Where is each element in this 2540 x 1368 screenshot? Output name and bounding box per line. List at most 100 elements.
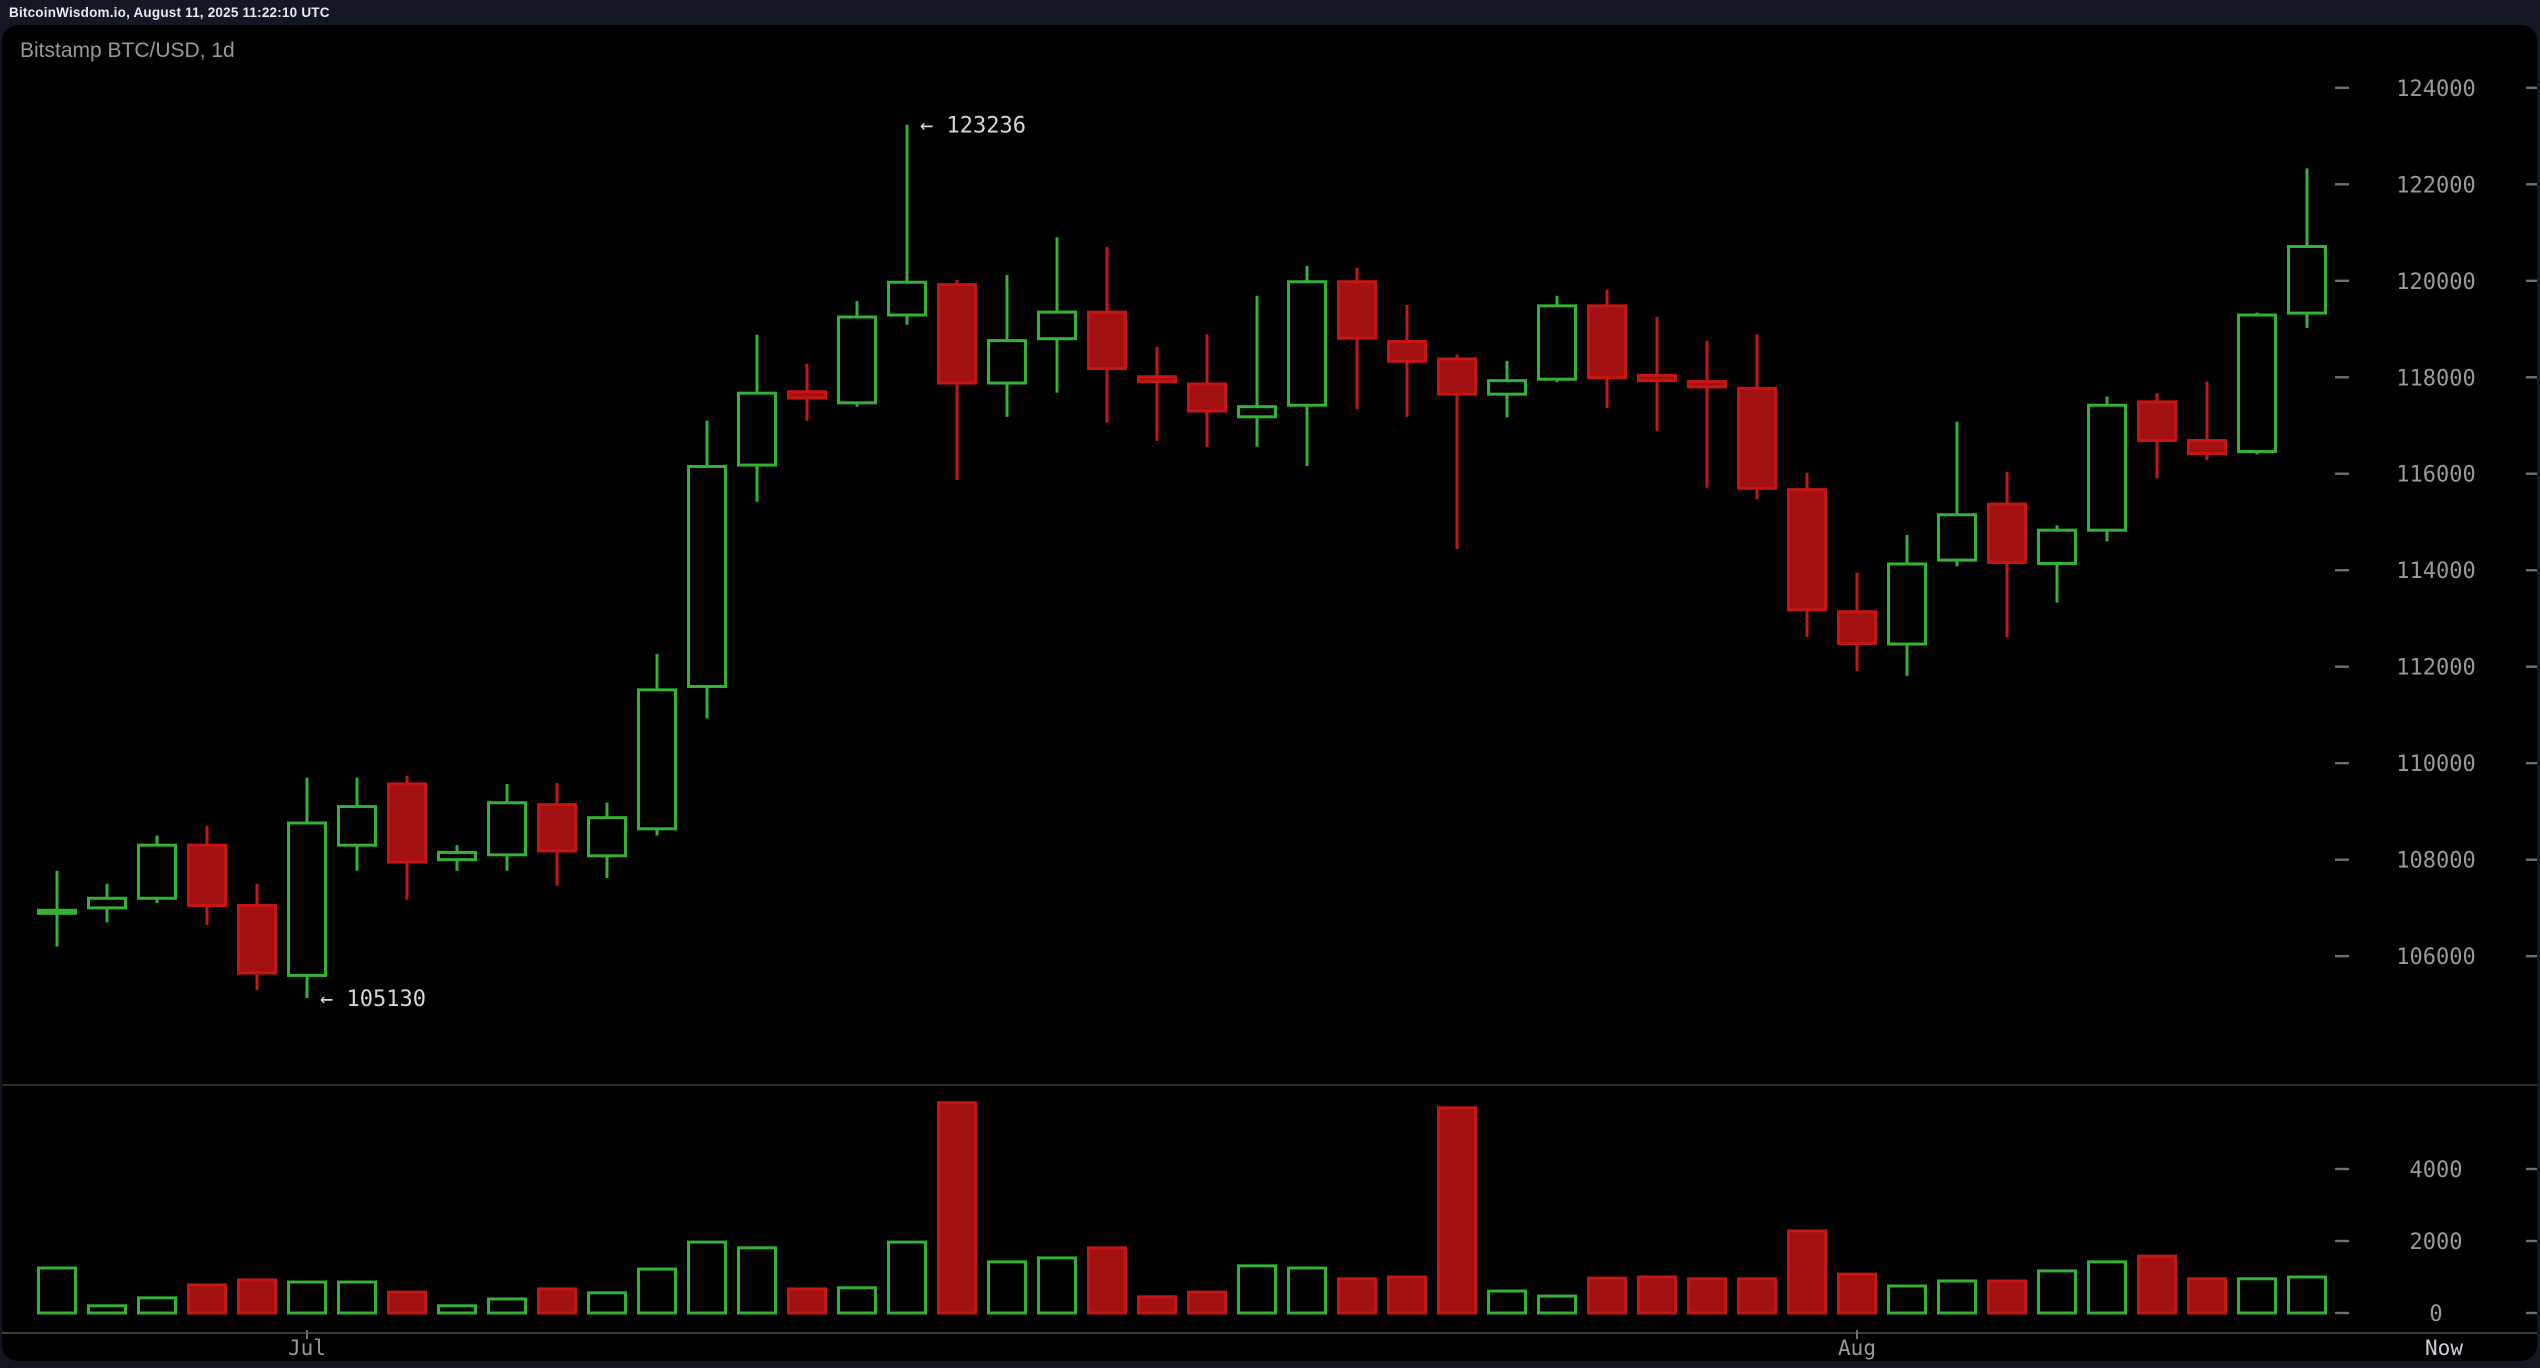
axis-tick (2335, 761, 2349, 765)
volume-bar (1087, 1246, 1127, 1315)
volume-bar (1187, 1290, 1227, 1315)
candle-body (787, 390, 827, 400)
volume-axis-label: 4000 (2410, 1158, 2463, 1183)
volume-bar (1437, 1106, 1477, 1315)
volume-bar (1537, 1294, 1577, 1315)
axis-tick (2335, 86, 2349, 90)
candle-body (187, 843, 227, 907)
price-axis-label: 108000 (2396, 849, 2475, 874)
axis-tick (2335, 183, 2349, 186)
candle-wick (1155, 346, 1159, 441)
candle-body (637, 688, 677, 831)
candle-body (1787, 488, 1827, 612)
candle-body (1487, 379, 1527, 396)
volume-bar (1037, 1256, 1077, 1315)
price-axis-label: 106000 (2396, 945, 2475, 970)
volume-bar (1987, 1279, 2027, 1315)
candle-body (987, 339, 1027, 385)
date-label-aug: Aug (1838, 1336, 1876, 1360)
volume-bar (2237, 1277, 2277, 1315)
volume-bar (1887, 1284, 1927, 1315)
candle-body (1587, 304, 1627, 380)
candle-body (1187, 382, 1227, 413)
volume-bar (137, 1296, 177, 1315)
price-annotation: ← 105130 (320, 987, 426, 1012)
axis-tick (2335, 376, 2349, 379)
candlestick-chart[interactable]: 124000 122000 120000 118000 116000 114000 1120… (2, 25, 2537, 1361)
price-axis-label: 114000 (2396, 559, 2475, 584)
candle-body (1287, 280, 1327, 407)
axis-tick (2526, 86, 2537, 90)
price-axis-label: 112000 (2396, 656, 2475, 681)
volume-bar (2037, 1269, 2077, 1315)
axis-tick (2335, 954, 2349, 958)
axis-tick (2335, 569, 2349, 572)
axis-tick (2335, 1311, 2349, 1315)
candle-body (387, 782, 427, 864)
volume-bar (887, 1240, 927, 1315)
candle-body (37, 908, 77, 915)
price-axis-label: 122000 (2396, 173, 2475, 198)
candle-body (2037, 528, 2077, 565)
candle-body (537, 803, 577, 853)
candle-body (337, 805, 377, 847)
volume-bar (487, 1297, 527, 1315)
page-title: Bitstamp BTC/USD, 1d (20, 39, 235, 62)
price-axis-label: 124000 (2396, 77, 2475, 102)
volume-bar (837, 1286, 877, 1315)
axis-tick (2526, 376, 2537, 379)
volume-bar (737, 1246, 777, 1315)
date-label-now: Now (2425, 1336, 2463, 1360)
volume-bar (1837, 1272, 1877, 1315)
candle-body (1737, 386, 1777, 490)
axis-tick (2335, 472, 2349, 475)
price-axis-label: 118000 (2396, 366, 2475, 391)
candle-body (87, 896, 127, 910)
volume-bar (237, 1278, 277, 1315)
axis-tick (2335, 1239, 2349, 1243)
volume-bar (1287, 1266, 1327, 1315)
candle-body (2287, 245, 2327, 315)
candle-body (687, 465, 727, 688)
volume-bar (1637, 1275, 1677, 1315)
volume-bar (187, 1283, 227, 1315)
volume-bar (1387, 1275, 1427, 1315)
volume-bar (37, 1266, 77, 1315)
volume-bar (537, 1287, 577, 1315)
axis-tick (2526, 1239, 2537, 1243)
axis-tick (2335, 665, 2349, 668)
candle-body (2237, 313, 2277, 454)
candle-body (1137, 375, 1177, 384)
volume-bar (587, 1291, 627, 1315)
volume-bar (1687, 1277, 1727, 1315)
volume-bar (2187, 1277, 2227, 1315)
volume-bar (2287, 1275, 2327, 1315)
candle-body (237, 903, 277, 975)
volume-bar (1587, 1276, 1627, 1315)
candle-body (1537, 304, 1577, 381)
candle-body (1337, 280, 1377, 340)
price-annotation: ← 123236 (920, 114, 1026, 139)
candle-body (837, 315, 877, 405)
candle-body (1087, 310, 1127, 371)
candle-body (437, 850, 477, 862)
axis-tick (2526, 472, 2537, 475)
candle-body (937, 283, 977, 385)
candle-body (1237, 405, 1277, 419)
volume-axis-label: 0 (2429, 1302, 2442, 1327)
volume-bar (1937, 1279, 1977, 1315)
candle-wick (1255, 295, 1259, 447)
candle-body (287, 821, 327, 977)
price-axis-label: 120000 (2396, 270, 2475, 295)
candle-body (1937, 513, 1977, 562)
candle-wick (1955, 421, 1959, 567)
axis-tick (2526, 569, 2537, 572)
volume-bar (2087, 1260, 2127, 1315)
volume-bar (1337, 1277, 1377, 1315)
candle-body (137, 843, 177, 900)
candle-body (1437, 357, 1477, 396)
volume-bar (1787, 1229, 1827, 1315)
candle-body (887, 280, 927, 317)
axis-tick (2335, 858, 2349, 861)
